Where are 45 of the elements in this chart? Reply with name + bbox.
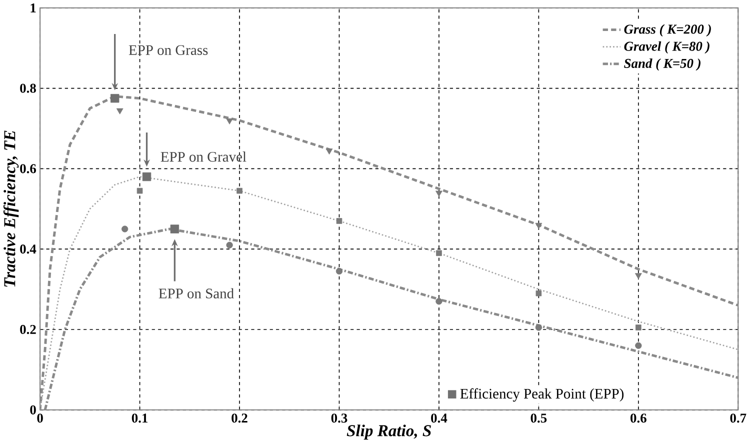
y-tick-label: 0.2	[20, 324, 36, 334]
annotation: EPP on Gravel	[160, 151, 246, 162]
point	[536, 290, 542, 296]
x-tick-label: 0.4	[431, 414, 448, 423]
point	[226, 118, 233, 124]
point	[636, 324, 642, 330]
x-tick-label: 0.2	[232, 414, 248, 423]
annotation: EPP on Sand	[158, 288, 234, 298]
x-axis-title: Slip Ratio, S	[346, 424, 431, 440]
legend-label: Efficiency Peak Point (EPP)	[460, 388, 624, 402]
y-tick-label: 0	[30, 405, 36, 414]
line-series	[40, 176, 738, 410]
point	[110, 94, 120, 103]
point	[236, 188, 242, 194]
point	[136, 188, 143, 194]
x-tick-label: 0.1	[132, 414, 148, 423]
point	[535, 222, 542, 229]
point	[634, 273, 642, 280]
point	[326, 148, 333, 154]
point	[170, 224, 180, 234]
y-tick-label: 0.8	[20, 84, 36, 93]
point	[436, 298, 442, 305]
point	[122, 226, 128, 232]
point	[116, 108, 124, 114]
x-tick-label: 0.6	[630, 414, 646, 423]
point	[535, 324, 542, 331]
y-axis-title: Tractive Efficiency, TE	[3, 130, 19, 287]
legend-label: Grass ( K=200 )	[624, 24, 711, 36]
x-tick-label: 0.3	[331, 414, 348, 423]
y-tick-label: 0.4	[20, 244, 36, 254]
y-tick-label: 1	[30, 3, 36, 12]
y-tick-label: 0.6	[20, 164, 36, 174]
legend-label: Sand ( K=50 )	[624, 58, 700, 71]
point	[635, 342, 642, 349]
point	[336, 218, 342, 224]
x-tick-label: 0	[37, 414, 43, 423]
point	[336, 268, 343, 274]
point	[436, 190, 442, 197]
legend-label: Gravel ( K=80 )	[624, 41, 710, 54]
point	[436, 250, 442, 256]
point	[142, 172, 152, 182]
x-tick-label: 0.7	[730, 414, 746, 423]
point	[226, 242, 233, 248]
x-tick-label: 0.5	[530, 414, 547, 423]
annotation: EPP on Grass	[128, 45, 208, 55]
